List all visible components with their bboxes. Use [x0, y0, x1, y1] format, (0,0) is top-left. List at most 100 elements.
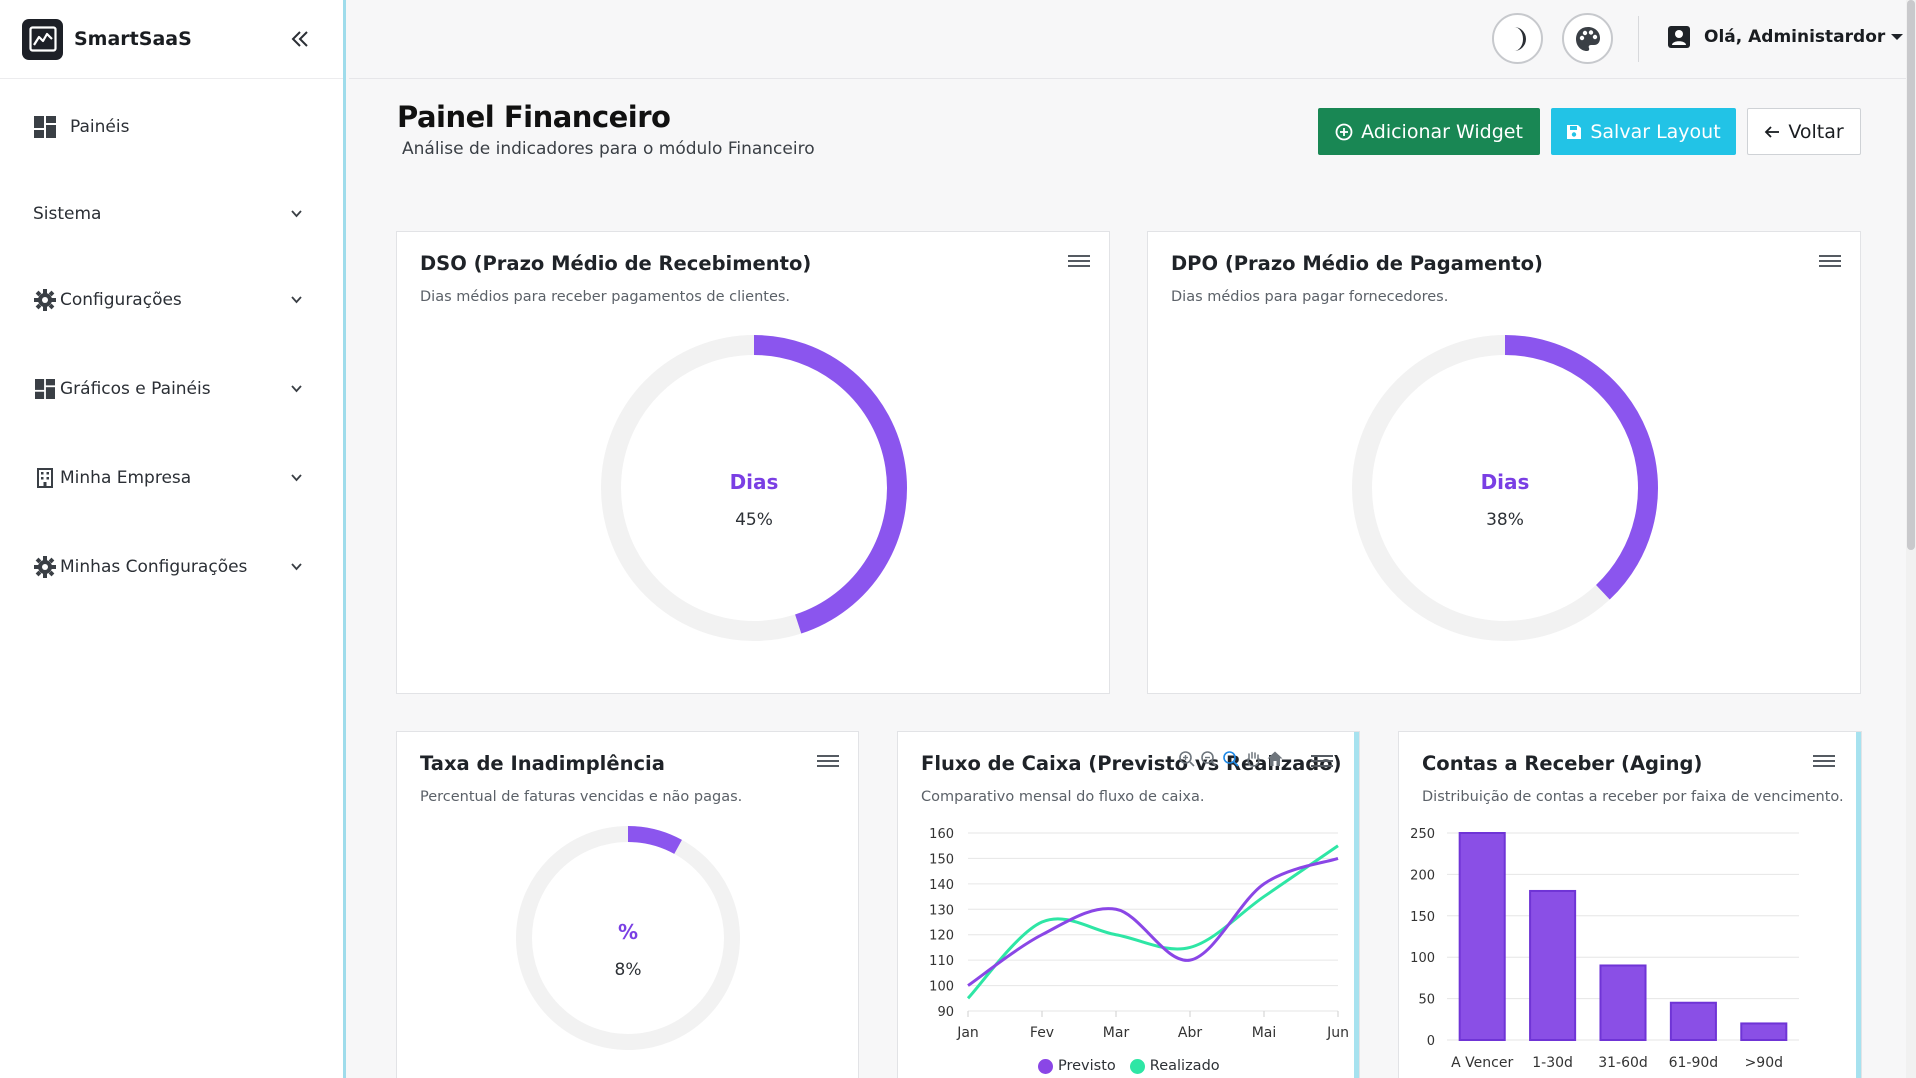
sidebar-item-label: Gráficos e Painéis: [60, 379, 211, 399]
dashboard-icon: [33, 115, 57, 139]
x-tick-label: 61-90d: [1669, 1055, 1719, 1071]
donut-center: Dias 45%: [654, 470, 854, 530]
y-tick-label: 110: [929, 954, 954, 969]
plus-circle-icon: [1335, 123, 1353, 141]
x-tick-label: >90d: [1745, 1055, 1783, 1071]
chevron-down-icon: [289, 382, 303, 396]
arrow-left-icon: [1764, 125, 1780, 139]
page-title: Painel Financeiro: [397, 100, 671, 134]
dpo-widget: DPO (Prazo Médio de Pagamento) Dias médi…: [1147, 231, 1861, 694]
series-line-realizado: [966, 844, 1339, 1000]
widget-subtitle: Percentual de faturas vencidas e não pag…: [420, 789, 743, 805]
donut-value: 45%: [735, 510, 773, 530]
bar-1-30d[interactable]: [1529, 889, 1577, 1041]
y-tick-label: 100: [929, 980, 954, 995]
x-tick-label: A Vencer: [1451, 1055, 1513, 1071]
chevron-down-icon: [289, 207, 303, 221]
collapse-sidebar-button[interactable]: [287, 26, 313, 52]
x-tick-label: 1-30d: [1532, 1055, 1573, 1071]
topbar-divider: [1638, 16, 1639, 62]
save-layout-button[interactable]: Salvar Layout: [1551, 108, 1736, 155]
donut-center: % 8%: [528, 920, 728, 980]
double-chevron-left-icon: [291, 31, 308, 47]
donut-arc: [1504, 335, 1658, 600]
save-icon: [1566, 124, 1582, 140]
widget-menu-icon[interactable]: [1311, 752, 1333, 772]
widget-title: DPO (Prazo Médio de Pagamento): [1171, 252, 1543, 275]
sidebar-item-label: Minhas Configurações: [60, 557, 248, 577]
chevron-down-icon: [289, 293, 303, 307]
series-line-previsto: [967, 856, 1339, 987]
x-tick-label: Abr: [1178, 1025, 1202, 1041]
sidebar-item-minha-empresa[interactable]: Minha Empresa: [33, 466, 303, 490]
donut-arc: [753, 335, 907, 634]
widget-subtitle: Dias médios para pagar fornecedores.: [1171, 289, 1449, 305]
building-icon: [33, 466, 57, 490]
reset-home-icon[interactable]: [1266, 750, 1284, 773]
pan-hand-icon[interactable]: [1244, 750, 1262, 773]
dso-donut: [601, 335, 907, 641]
x-tick-label: 31-60d: [1598, 1055, 1648, 1071]
zoom-out-icon[interactable]: [1200, 750, 1218, 773]
donut-arc: [627, 826, 682, 854]
dpo-donut: [1352, 335, 1658, 641]
y-tick-label: 250: [1410, 827, 1435, 842]
legend-realizado[interactable]: Realizado: [1129, 1058, 1220, 1074]
x-tick-label: Mar: [1103, 1025, 1130, 1041]
widget-menu-icon[interactable]: [1819, 252, 1841, 272]
legend-previsto[interactable]: Previsto: [1038, 1058, 1116, 1074]
widget-menu-icon[interactable]: [817, 752, 839, 772]
x-tick-label: Jan: [956, 1025, 979, 1041]
cashflow-widget: Fluxo de Caixa (Previsto vs Realizado) C…: [897, 731, 1360, 1078]
widget-title: Contas a Receber (Aging): [1422, 752, 1703, 775]
sidebar-item-minhas-configuracoes[interactable]: Minhas Configurações: [33, 555, 303, 579]
donut-value: 8%: [614, 960, 642, 980]
legend-dot: [1038, 1058, 1053, 1074]
bar->90d[interactable]: [1740, 1022, 1788, 1042]
bar-61-90d[interactable]: [1669, 1001, 1717, 1041]
sidebar-item-paineis[interactable]: Painéis: [33, 115, 303, 139]
x-tick-label: Mai: [1252, 1025, 1277, 1041]
sidebar-item-configuracoes[interactable]: Configurações: [33, 288, 303, 312]
y-tick-label: 50: [1418, 993, 1435, 1008]
widget-title: Taxa de Inadimplência: [420, 752, 665, 775]
scrollbar-thumb[interactable]: [1907, 0, 1915, 550]
default-rate-widget: Taxa de Inadimplência Percentual de fatu…: [396, 731, 859, 1078]
donut-unit: Dias: [729, 470, 779, 494]
user-menu[interactable]: Olá, Administardor: [1668, 26, 1904, 48]
widget-menu-icon[interactable]: [1068, 252, 1090, 272]
sidebar: SmartSaaS Painéis Sistema Configurações …: [0, 0, 346, 1078]
legend-label: Previsto: [1058, 1058, 1116, 1074]
sidebar-item-sistema[interactable]: Sistema: [33, 204, 303, 224]
user-greeting: Olá, Administardor: [1704, 27, 1886, 47]
caret-down-icon: [1891, 33, 1904, 41]
sidebar-item-graficos-paineis[interactable]: Gráficos e Painéis: [33, 377, 303, 401]
bar-31-60d[interactable]: [1599, 964, 1647, 1041]
sidebar-item-label: Sistema: [33, 204, 102, 224]
zoom-in-icon[interactable]: [1178, 750, 1196, 773]
gear-icon: [33, 555, 57, 579]
palette-icon: [1575, 26, 1600, 51]
default-rate-donut: [516, 826, 740, 1050]
dashboard-icon: [33, 377, 57, 401]
page-scrollbar[interactable]: [1906, 0, 1916, 1078]
widget-menu-icon[interactable]: [1813, 752, 1835, 772]
chevron-down-icon: [289, 560, 303, 574]
y-tick-label: 100: [1410, 951, 1435, 966]
y-tick-label: 150: [1410, 910, 1435, 925]
user-avatar-icon: [1668, 26, 1690, 48]
widget-title: Fluxo de Caixa (Previsto vs Realizado): [921, 752, 1342, 775]
sidebar-item-label: Painéis: [70, 117, 130, 137]
theme-palette-button[interactable]: [1562, 13, 1613, 64]
dso-widget: DSO (Prazo Médio de Recebimento) Dias mé…: [396, 231, 1110, 694]
bar-A Vencer[interactable]: [1458, 832, 1506, 1041]
zoom-select-icon[interactable]: [1222, 750, 1240, 773]
dark-mode-toggle[interactable]: [1492, 13, 1543, 64]
sidebar-item-label: Minha Empresa: [60, 468, 192, 488]
y-tick-label: 150: [929, 852, 954, 867]
card-accent: [1856, 732, 1861, 1078]
back-button[interactable]: Voltar: [1747, 108, 1861, 155]
sidebar-item-label: Configurações: [60, 290, 182, 310]
add-widget-button[interactable]: Adicionar Widget: [1318, 108, 1540, 155]
y-tick-label: 200: [1410, 868, 1435, 883]
